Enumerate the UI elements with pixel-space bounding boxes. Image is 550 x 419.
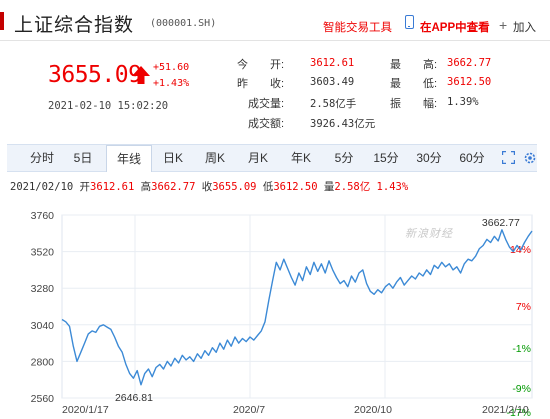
open-in-app-link[interactable]: 在APP中查看	[420, 22, 490, 34]
ohlc-low: 3612.50	[273, 181, 318, 193]
plus-icon[interactable]: +	[499, 17, 508, 33]
ohlc-close: 3655.09	[212, 181, 257, 193]
stat-open-value: 3612.61	[310, 57, 355, 69]
ohlc-high-label: 高	[140, 181, 152, 193]
tab-15min[interactable]: 15分	[373, 151, 399, 165]
ohlc-volume-label: 量	[323, 181, 335, 193]
tab-intraday[interactable]: 分时	[29, 151, 54, 165]
stat-prev-close-value: 3603.49	[310, 76, 355, 88]
y-right-tick-label: -17%	[506, 407, 531, 419]
tab-weekly-k[interactable]: 周K	[204, 151, 225, 165]
y-tick-label: 3040	[31, 320, 55, 332]
y-tick-label: 3520	[31, 247, 55, 259]
price-line	[61, 229, 533, 386]
y-tick-label: 3280	[31, 283, 55, 295]
stat-amplitude-label: 振 幅:	[390, 98, 438, 110]
period-tabs: 分时 5日 年线 日K 周K 月K 年K 5分 15分 30分 60分	[7, 144, 537, 172]
change-percent: +1.43%	[153, 78, 190, 89]
watermark: 新浪财经	[405, 228, 453, 240]
price-chart[interactable]: 37603520328030402800256014%7%-1%-9%-17%2…	[0, 195, 550, 419]
phone-icon[interactable]	[405, 15, 414, 29]
accent-bar	[0, 12, 4, 30]
header-bar: 上证综合指数 (000001.SH) 智能交易工具 在APP中查看 + 加入	[0, 0, 550, 41]
y-tick-label: 3760	[31, 210, 55, 222]
index-name: 上证综合指数	[14, 15, 135, 36]
x-tick-label: 2020/7	[233, 404, 265, 416]
stat-turnover-value: 3926.43亿元	[310, 118, 376, 130]
ohlc-volume: 2.58亿	[334, 181, 371, 193]
y-right-tick-label: -9%	[512, 383, 531, 395]
tab-30min[interactable]: 30分	[416, 151, 442, 165]
ohlc-date: 2021/02/10	[10, 181, 74, 193]
ohlc-close-label: 收	[201, 181, 213, 193]
stat-turnover-label: 成交额:	[248, 118, 285, 130]
y-right-tick-label: -1%	[512, 343, 531, 355]
ohlc-percent: 1.43%	[376, 181, 409, 193]
tab-60min[interactable]: 60分	[459, 151, 485, 165]
last-price: 3655.09	[48, 62, 142, 88]
tab-5day[interactable]: 5日	[73, 151, 93, 165]
ohlc-high: 3662.77	[151, 181, 196, 193]
ohlc-open: 3612.61	[90, 181, 135, 193]
y-tick-label: 2560	[31, 393, 55, 405]
settings-icon[interactable]	[523, 151, 537, 165]
tab-monthly-k[interactable]: 月K	[247, 151, 268, 165]
stat-amplitude-value: 1.39%	[447, 96, 479, 108]
stat-low-value: 3612.50	[447, 76, 492, 88]
stat-volume-value: 2.58亿手	[310, 98, 357, 110]
stat-high-value: 3662.77	[447, 57, 492, 69]
stat-low-label: 最 低:	[390, 78, 438, 90]
ohlc-open-label: 开	[79, 181, 91, 193]
x-tick-label: 2020/1/17	[62, 404, 109, 416]
tab-daily-k[interactable]: 日K	[162, 151, 183, 165]
min-annotation: 2646.81	[115, 392, 153, 404]
plot-frame	[61, 214, 533, 399]
x-tick-label: 2020/10	[354, 404, 392, 416]
y-tick-label: 2800	[31, 356, 55, 368]
ohlc-summary: 2021/02/10 开3612.61 高3662.77 收3655.09 低3…	[10, 179, 408, 194]
up-arrow-icon	[132, 66, 150, 84]
tab-5min[interactable]: 5分	[334, 151, 354, 165]
trading-tools-link[interactable]: 智能交易工具	[323, 22, 392, 34]
change-absolute: +51.60	[153, 62, 190, 73]
add-to-watchlist-link[interactable]: 加入	[513, 22, 536, 34]
quote-time: 2021-02-10 15:02:20	[48, 100, 169, 112]
stat-open-label: 今 开:	[237, 59, 285, 71]
y-right-tick-label: 7%	[516, 301, 531, 313]
index-code: (000001.SH)	[150, 18, 217, 29]
x-tick-label: 2021/2/10	[482, 404, 529, 416]
fullscreen-icon[interactable]	[502, 151, 515, 164]
stat-prev-close-label: 昨 收:	[237, 78, 285, 90]
stat-high-label: 最 高:	[390, 59, 438, 71]
tab-yearly-k[interactable]: 年K	[290, 151, 311, 165]
ohlc-low-label: 低	[262, 181, 274, 193]
stat-volume-label: 成交量:	[248, 98, 285, 110]
tab-year-line[interactable]: 年线	[106, 145, 152, 172]
max-annotation: 3662.77	[482, 217, 520, 229]
